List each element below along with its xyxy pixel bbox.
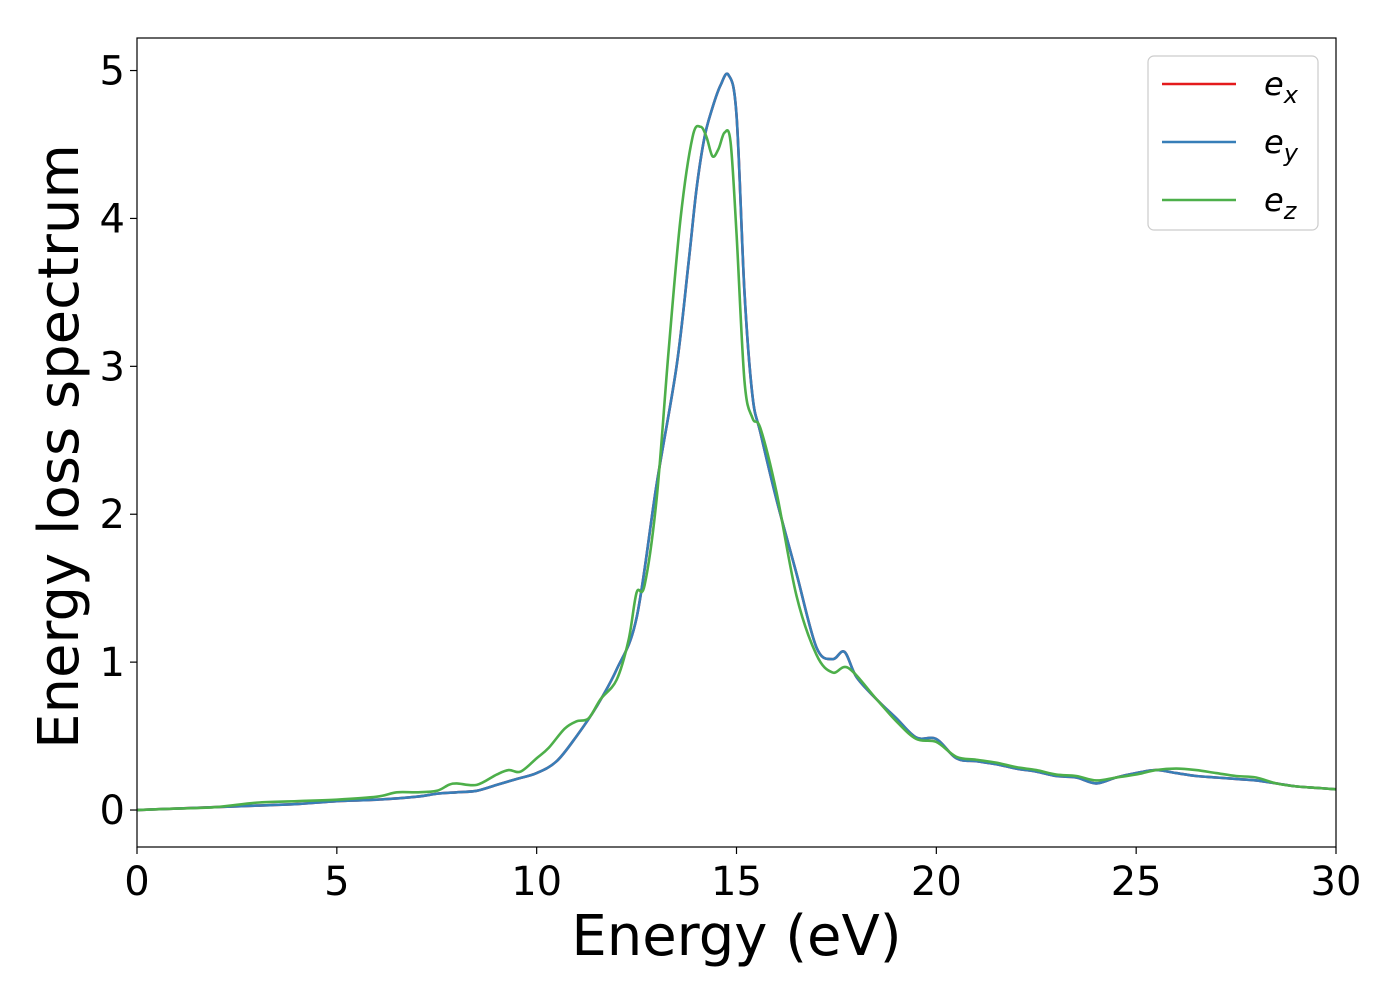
y-tick-label: 5 — [100, 49, 125, 95]
x-axis-title: Energy (eV) — [571, 904, 901, 969]
series-line-e-z — [137, 124, 1336, 812]
x-tick-label: 0 — [124, 859, 149, 905]
legend-label-y: ey — [1264, 123, 1299, 167]
x-tick-label: 5 — [324, 859, 349, 905]
legend-label-x: ex — [1264, 65, 1299, 109]
ticks-layer: 0 5 10 15 20 25 30 0 1 2 3 4 5 — [100, 49, 1362, 905]
y-tick-label: 1 — [100, 640, 125, 686]
x-tick-label: 15 — [711, 859, 762, 905]
y-axis-title: Energy loss spectrum — [27, 144, 92, 749]
x-tick-label: 20 — [911, 859, 962, 905]
y-tick-label: 0 — [100, 788, 125, 834]
x-tick-label: 30 — [1311, 859, 1362, 905]
y-tick-label: 2 — [100, 492, 125, 538]
x-tick-label: 25 — [1111, 859, 1162, 905]
x-tick-label: 10 — [511, 859, 562, 905]
legend-label-z: ez — [1264, 181, 1298, 225]
y-tick-label: 4 — [100, 196, 125, 242]
y-tick-label: 3 — [100, 344, 125, 390]
series-layer — [137, 72, 1336, 812]
legend: ex ey ez — [1147, 55, 1319, 231]
